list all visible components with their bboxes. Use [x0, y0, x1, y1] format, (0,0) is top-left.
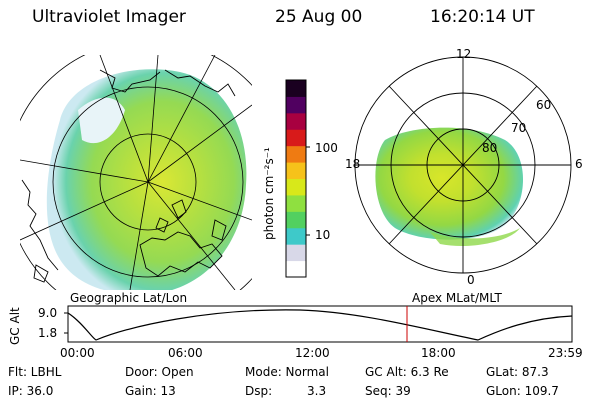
info-glat: GLat: 87.3 — [486, 365, 549, 379]
altitude-xtick-4: 23:59 — [548, 346, 583, 360]
colorbar — [285, 79, 310, 278]
mlt-label-top: 12 — [456, 47, 472, 61]
info-mode: Mode: Normal — [245, 365, 329, 379]
altitude-ytick-top: 9.0 — [38, 306, 58, 320]
colorbar-border — [285, 79, 307, 278]
colorbar-segment — [286, 112, 306, 130]
info-flt: Flt: LBHL — [8, 365, 62, 379]
colorbar-segment — [286, 129, 306, 147]
info-seq: Seq: 39 — [365, 384, 411, 398]
colorbar-segment — [286, 244, 306, 262]
info-glon: GLon: 109.7 — [486, 384, 559, 398]
colorbar-segment — [286, 194, 306, 212]
altitude-xtick-0: 00:00 — [60, 346, 95, 360]
colorbar-tick-10: 10 — [315, 228, 331, 242]
colorbar-segment — [286, 211, 306, 229]
colorbar-segment — [286, 162, 306, 179]
apex-grid — [354, 56, 572, 274]
colorbar-segment — [286, 145, 306, 163]
info-gain: Gain: 13 — [125, 384, 176, 398]
colorbar-segment — [286, 178, 306, 196]
altitude-curve — [67, 309, 573, 341]
altitude-xtick-3: 18:00 — [421, 346, 456, 360]
altitude-xtick-1: 06:00 — [168, 346, 203, 360]
coastlines — [21, 69, 236, 283]
date-label: 25 Aug 00 — [275, 7, 363, 27]
apex-panel — [354, 56, 572, 274]
mlt-label-right: 6 — [575, 157, 583, 171]
info-gcalt: GC Alt: 6.3 Re — [365, 365, 449, 379]
info-dsp-value: 3.3 — [307, 384, 327, 398]
colorbar-segment — [286, 260, 306, 278]
apex-image-region — [375, 127, 524, 240]
altitude-ylabel: GC Alt — [8, 307, 22, 345]
geo-panel-label: Geographic Lat/Lon — [70, 291, 188, 305]
lat-label-60: 60 — [536, 98, 552, 112]
mlt-label-bottom: 0 — [467, 273, 475, 287]
colorbar-segment — [286, 227, 306, 245]
info-dsp-label: Dsp: — [245, 384, 273, 398]
altitude-xtick-2: 12:00 — [295, 346, 330, 360]
lat-label-70: 70 — [511, 121, 527, 135]
colorbar-segment — [286, 96, 306, 114]
time-label: 16:20:14 UT — [430, 7, 535, 27]
info-ip: IP: 36.0 — [8, 384, 54, 398]
lat-label-80: 80 — [482, 141, 498, 155]
geo-graticule — [20, 55, 252, 290]
apex-image-tail — [430, 228, 520, 247]
colorbar-segment — [286, 80, 306, 97]
apex-panel-label: Apex MLat/MLT — [412, 291, 502, 305]
colorbar-unit-label: photon cm⁻²s⁻¹ — [262, 147, 276, 240]
instrument-title: Ultraviolet Imager — [32, 7, 186, 27]
geo-image-gap — [78, 97, 125, 144]
altitude-ytick-bottom: 1.8 — [38, 326, 58, 340]
colorbar-tick-100: 100 — [315, 141, 338, 155]
mlt-label-left: 18 — [345, 157, 361, 171]
altitude-plot — [64, 305, 573, 343]
info-door: Door: Open — [125, 365, 194, 379]
